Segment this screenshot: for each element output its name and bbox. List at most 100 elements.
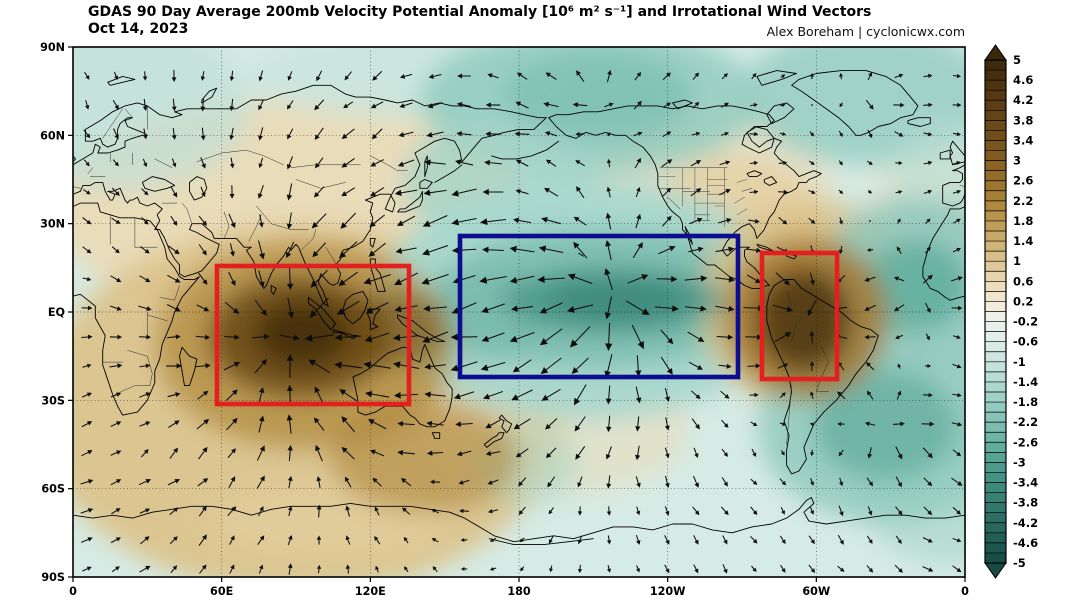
colorbar-segment bbox=[985, 492, 1006, 504]
colorbar-segment bbox=[985, 341, 1006, 353]
country-borders-layer bbox=[73, 105, 965, 445]
colorbar-tick-label: -1.4 bbox=[1013, 375, 1038, 389]
colorbar-segment bbox=[985, 291, 1006, 302]
colorbar-segment bbox=[985, 110, 1006, 121]
colorbar-segment bbox=[985, 542, 1006, 554]
anomaly-shading-layer bbox=[73, 47, 965, 577]
colorbar-tick-label: -1.8 bbox=[1013, 395, 1038, 409]
colorbar: 5 4.6 4.2 3.8 3.4 3 2.6 2.2 1.8 1.4 1 0.6 0.2 -0.2 -0.… bbox=[984, 44, 1038, 579]
colorbar-segment bbox=[985, 532, 1006, 544]
colorbar-segment bbox=[985, 150, 1006, 161]
colorbar-segment bbox=[985, 271, 1006, 282]
colorbar-tick-label: 5 bbox=[1013, 53, 1021, 67]
y-tick-label: 90S bbox=[41, 571, 65, 584]
x-tick-label: 180 bbox=[507, 585, 531, 598]
colorbar-tick-label: 3.4 bbox=[1013, 133, 1033, 147]
axes-layer: 0 60E 120E 180 120W 60W 0 90N 60N 30N EQ 30S 60S 90S bbox=[40, 41, 969, 598]
chart-title: GDAS 90 Day Average 200mb Velocity Poten… bbox=[88, 4, 872, 20]
colorbar-segment bbox=[985, 412, 1006, 423]
colorbar-segment bbox=[985, 371, 1006, 383]
colorbar-tick-label: -4.2 bbox=[1013, 516, 1038, 530]
colorbar-tick-label: -3.8 bbox=[1013, 496, 1038, 510]
colorbar-tick-label: 0.6 bbox=[1013, 274, 1033, 288]
colorbar-segment bbox=[985, 331, 1006, 343]
colorbar-segment bbox=[985, 381, 1006, 393]
colorbar-segment bbox=[985, 311, 1006, 322]
colorbar-segment bbox=[985, 130, 1006, 141]
colorbar-segment bbox=[985, 80, 1006, 91]
colorbar-tick-label: 1.8 bbox=[1013, 214, 1033, 228]
colorbar-segment bbox=[985, 301, 1006, 312]
x-tick-label: 60E bbox=[210, 585, 233, 598]
colorbar-segment bbox=[985, 321, 1006, 333]
colorbar-segment bbox=[985, 361, 1006, 373]
colorbar-tick-label: 4.2 bbox=[1013, 93, 1033, 107]
y-tick-label: 90N bbox=[40, 41, 65, 54]
colorbar-segment bbox=[985, 140, 1006, 151]
wind-vectors-layer bbox=[80, 69, 963, 575]
colorbar-segment bbox=[985, 422, 1006, 433]
south-america-box bbox=[759, 250, 840, 382]
colorbar-segment bbox=[985, 432, 1006, 443]
colorbar-segment bbox=[985, 100, 1006, 111]
colorbar-segment bbox=[985, 522, 1006, 534]
central-pacific-box bbox=[457, 233, 741, 380]
y-tick-label: 60S bbox=[41, 483, 65, 496]
y-tick-label: 30N bbox=[40, 218, 65, 231]
colorbar-tick-label: -3.4 bbox=[1013, 476, 1038, 490]
colorbar-segment bbox=[985, 120, 1006, 131]
indian-ocean-box bbox=[214, 263, 412, 407]
highlight-boxes-layer bbox=[214, 233, 840, 407]
colorbar-tick-label: 1.4 bbox=[1013, 234, 1033, 248]
colorbar-segment bbox=[985, 70, 1006, 81]
colorbar-tick-label: 4.6 bbox=[1013, 73, 1033, 87]
x-tick-label: 0 bbox=[69, 585, 77, 598]
credit-text: Alex Boreham | cyclonicwx.com bbox=[766, 24, 965, 39]
colorbar-tick-label: -1 bbox=[1013, 355, 1026, 369]
colorbar-segment bbox=[985, 502, 1006, 514]
colorbar-segment bbox=[985, 472, 1006, 483]
y-tick-label: 30S bbox=[41, 394, 65, 407]
colorbar-segment bbox=[985, 60, 1006, 71]
colorbar-tick-label: 2.2 bbox=[1013, 194, 1033, 208]
colorbar-segment bbox=[985, 402, 1006, 413]
colorbar-segment bbox=[985, 190, 1006, 202]
colorbar-segment bbox=[985, 442, 1006, 453]
colorbar-segment bbox=[985, 452, 1006, 463]
colorbar-tick-label: -3 bbox=[1013, 455, 1026, 469]
colorbar-tick-label: 0.2 bbox=[1013, 294, 1033, 308]
colorbar-segment bbox=[985, 251, 1006, 262]
colorbar-segment bbox=[985, 462, 1006, 473]
colorbar-segment bbox=[985, 351, 1006, 363]
colorbar-tick-label: 1 bbox=[1013, 254, 1021, 268]
colorbar-segment bbox=[985, 170, 1006, 182]
colorbar-segment bbox=[985, 482, 1006, 493]
y-tick-label: EQ bbox=[48, 306, 65, 319]
colorbar-segment bbox=[985, 281, 1006, 292]
colorbar-segment bbox=[985, 241, 1006, 252]
colorbar-tick-label: -2.6 bbox=[1013, 435, 1038, 449]
colorbar-tick-label: 3.8 bbox=[1013, 113, 1033, 127]
colorbar-segment bbox=[985, 90, 1006, 101]
colorbar-segment bbox=[985, 552, 1006, 564]
colorbar-segment bbox=[985, 391, 1006, 403]
colorbar-tick-label: -5 bbox=[1013, 556, 1026, 570]
colorbar-segment bbox=[985, 210, 1006, 222]
x-tick-label: 120W bbox=[650, 585, 686, 598]
colorbar-tick-label: -0.6 bbox=[1013, 335, 1038, 349]
colorbar-segment bbox=[985, 180, 1006, 192]
colorbar-tick-label: 2.6 bbox=[1013, 174, 1033, 188]
x-tick-label: 60W bbox=[802, 585, 830, 598]
colorbar-tick-label: -0.2 bbox=[1013, 315, 1038, 329]
colorbar-segment bbox=[985, 220, 1006, 232]
x-tick-label: 120E bbox=[355, 585, 386, 598]
colorbar-segment bbox=[985, 261, 1006, 272]
colorbar-tick-label: -4.6 bbox=[1013, 536, 1038, 550]
colorbar-tick-label: -2.2 bbox=[1013, 415, 1038, 429]
chart-date: Oct 14, 2023 bbox=[88, 21, 189, 37]
us-states-layer bbox=[657, 167, 753, 227]
colorbar-segment bbox=[985, 160, 1006, 172]
colorbar-segment bbox=[985, 200, 1006, 212]
